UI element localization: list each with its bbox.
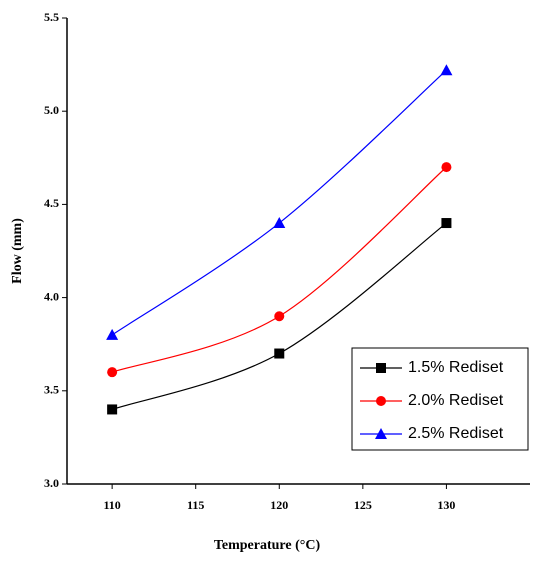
y-tick-label: 4.0 [44,289,59,303]
data-point [441,162,452,173]
data-point [273,217,286,229]
legend-marker [376,396,386,406]
y-tick-label: 5.0 [44,103,59,117]
series-line [111,69,447,336]
legend-marker [376,363,386,373]
y-axis-label: Flow (mm) [10,218,25,284]
x-tick-label: 130 [437,498,455,512]
legend-label: 2.0% Rediset [408,392,504,409]
legend-label: 1.5% Rediset [408,359,504,376]
data-point [274,311,285,322]
x-tick-label: 110 [103,498,120,512]
data-point [441,218,452,229]
y-tick-label: 5.5 [44,10,59,24]
legend-label: 2.5% Rediset [408,425,504,442]
legend-marker [375,428,387,439]
data-point [440,64,453,76]
y-tick-label: 3.0 [44,476,59,490]
data-point [107,367,118,378]
x-tick-label: 115 [187,498,204,512]
x-axis-label: Temperature (°C) [214,538,321,553]
data-point [107,404,118,415]
data-point [106,328,119,340]
data-point [274,348,285,359]
x-tick-label: 125 [354,498,372,512]
y-tick-label: 3.5 [44,383,59,397]
y-tick-label: 4.5 [44,196,59,210]
x-tick-label: 120 [270,498,288,512]
series-line [111,166,447,373]
